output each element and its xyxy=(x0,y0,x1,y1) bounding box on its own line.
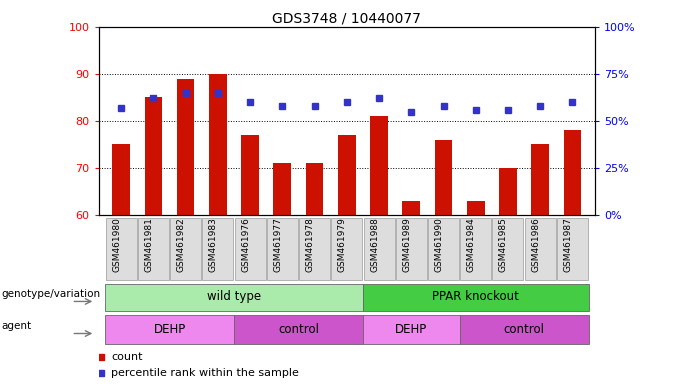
Text: GSM461977: GSM461977 xyxy=(273,217,282,272)
Text: GSM461985: GSM461985 xyxy=(499,217,508,272)
Text: agent: agent xyxy=(1,321,31,331)
Text: GSM461988: GSM461988 xyxy=(370,217,379,272)
Text: wild type: wild type xyxy=(207,290,261,303)
Bar xyxy=(363,315,460,344)
Bar xyxy=(241,135,259,215)
Text: GSM461981: GSM461981 xyxy=(144,217,154,272)
Text: GSM461984: GSM461984 xyxy=(466,217,476,272)
Bar xyxy=(525,218,556,280)
Bar xyxy=(112,144,130,215)
Bar xyxy=(235,218,266,280)
Text: GSM461982: GSM461982 xyxy=(177,217,186,272)
Bar xyxy=(467,201,485,215)
Bar xyxy=(170,218,201,280)
Text: GSM461978: GSM461978 xyxy=(305,217,315,272)
Bar xyxy=(564,131,581,215)
Bar xyxy=(363,284,589,311)
Bar xyxy=(177,79,194,215)
Bar xyxy=(428,218,459,280)
Text: GDS3748 / 10440077: GDS3748 / 10440077 xyxy=(273,12,421,25)
Bar xyxy=(105,218,137,280)
Text: GSM461990: GSM461990 xyxy=(435,217,443,272)
Bar xyxy=(492,218,524,280)
Bar xyxy=(138,218,169,280)
Text: count: count xyxy=(111,352,143,362)
Text: control: control xyxy=(278,323,319,336)
Text: PPAR knockout: PPAR knockout xyxy=(432,290,519,303)
Bar xyxy=(396,218,427,280)
Text: GSM461983: GSM461983 xyxy=(209,217,218,272)
Bar xyxy=(338,135,356,215)
Bar xyxy=(460,315,589,344)
Text: percentile rank within the sample: percentile rank within the sample xyxy=(111,368,299,378)
Bar xyxy=(370,116,388,215)
Bar xyxy=(145,98,163,215)
Bar xyxy=(306,163,324,215)
Bar xyxy=(435,140,452,215)
Bar xyxy=(460,218,491,280)
Bar xyxy=(499,168,517,215)
Bar xyxy=(209,74,226,215)
Bar xyxy=(403,201,420,215)
Text: DEHP: DEHP xyxy=(395,323,428,336)
Bar xyxy=(105,315,234,344)
Bar xyxy=(331,218,362,280)
Bar xyxy=(203,218,233,280)
Bar xyxy=(531,144,549,215)
Bar xyxy=(557,218,588,280)
Text: DEHP: DEHP xyxy=(154,323,186,336)
Bar xyxy=(299,218,330,280)
Bar xyxy=(267,218,298,280)
Text: GSM461986: GSM461986 xyxy=(531,217,540,272)
Text: GSM461989: GSM461989 xyxy=(403,217,411,272)
Bar xyxy=(234,315,363,344)
Bar xyxy=(364,218,394,280)
Text: GSM461987: GSM461987 xyxy=(564,217,573,272)
Text: control: control xyxy=(504,323,545,336)
Text: GSM461979: GSM461979 xyxy=(338,217,347,272)
Text: genotype/variation: genotype/variation xyxy=(1,289,101,299)
Bar xyxy=(105,284,363,311)
Text: GSM461980: GSM461980 xyxy=(112,217,121,272)
Bar xyxy=(273,163,291,215)
Text: GSM461976: GSM461976 xyxy=(241,217,250,272)
